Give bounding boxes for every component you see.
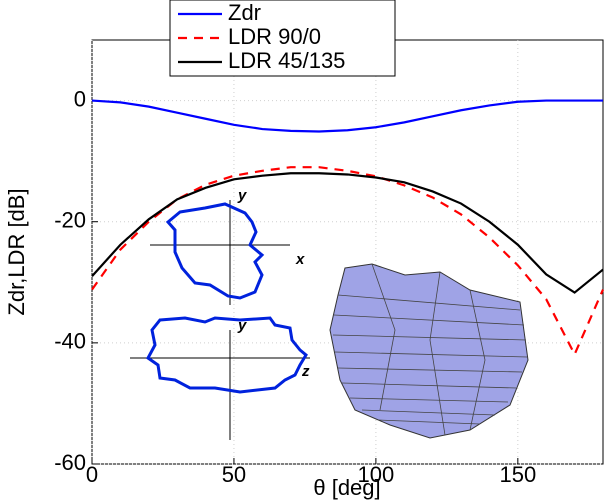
x-tick-label: 50 [222,462,246,487]
inset-outline [165,202,265,300]
y-axis-label: Zdr,LDR [dB] [4,188,29,315]
inset-axis-label: z [301,363,310,380]
y-tick-label: -40 [54,329,86,354]
legend-frame [169,0,396,77]
inset-axis-label: y [237,317,247,334]
inset-axis-label: x [295,251,305,268]
x-tick-label: 100 [358,462,395,487]
legend-label: Zdr [228,0,261,25]
legend-label: LDR 90/0 [228,24,321,49]
series-line [91,166,605,357]
y-tick-label: -60 [54,450,86,475]
particle [329,263,529,439]
y-tick-label: 0 [74,86,86,111]
series-line [91,172,604,294]
y-tick-label: -20 [54,208,86,233]
legend-label: LDR 45/135 [228,48,345,73]
particle-facets [332,263,528,436]
inset-outline [146,316,308,394]
grid [91,40,603,465]
series-line [91,99,603,133]
x-axis-label: θ [deg] [313,475,380,500]
plot-frame [91,39,604,465]
x-tick-label: 0 [86,462,98,487]
x-tick-label: 150 [499,462,536,487]
inset-axis-label: y [237,187,247,204]
marks [91,99,605,357]
insets [130,200,529,440]
